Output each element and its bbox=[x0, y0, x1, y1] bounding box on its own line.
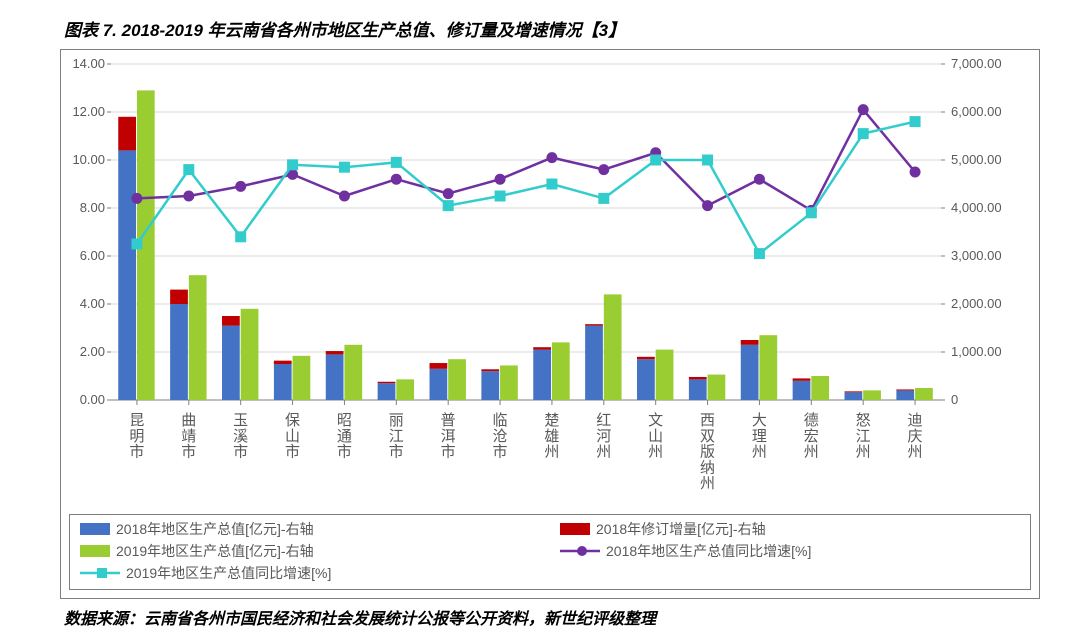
svg-text:12.00: 12.00 bbox=[72, 104, 105, 119]
legend-swatch bbox=[80, 523, 110, 535]
legend-item: 2019年地区生产总值同比增速[%] bbox=[80, 563, 540, 583]
figure-caption: 数据来源：云南省各州市国民经济和社会发展统计公报等公开资料，新世纪评级整理 bbox=[60, 599, 1040, 629]
figure-container: 图表 7. 2018-2019 年云南省各州市地区生产总值、修订量及增速情况【3… bbox=[0, 0, 1080, 641]
svg-text:德宏州: 德宏州 bbox=[804, 411, 819, 461]
figure-title: 图表 7. 2018-2019 年云南省各州市地区生产总值、修订量及增速情况【3… bbox=[60, 12, 1040, 49]
legend-item: 2018年修订增量[亿元]-右轴 bbox=[560, 519, 1020, 539]
svg-text:红河州: 红河州 bbox=[596, 412, 611, 461]
svg-text:普洱市: 普洱市 bbox=[441, 412, 456, 461]
svg-text:6,000.00: 6,000.00 bbox=[951, 104, 1002, 119]
svg-text:楚雄州: 楚雄州 bbox=[544, 412, 559, 461]
svg-text:怒江州: 怒江州 bbox=[856, 412, 871, 461]
legend-label: 2018年地区生产总值同比增速[%] bbox=[606, 541, 811, 561]
svg-text:保山市: 保山市 bbox=[285, 412, 300, 461]
legend-swatch bbox=[560, 523, 590, 535]
svg-text:大理州: 大理州 bbox=[752, 412, 767, 461]
svg-text:5,000.00: 5,000.00 bbox=[951, 152, 1002, 167]
svg-text:曲靖市: 曲靖市 bbox=[181, 412, 196, 461]
svg-text:0.00: 0.00 bbox=[80, 392, 105, 407]
svg-text:2,000.00: 2,000.00 bbox=[951, 296, 1002, 311]
svg-text:丽江市: 丽江市 bbox=[389, 412, 404, 461]
svg-text:6.00: 6.00 bbox=[80, 248, 105, 263]
legend: 2018年地区生产总值[亿元]-右轴 2018年修订增量[亿元]-右轴 2019年地… bbox=[69, 514, 1031, 590]
legend-item: 2018年地区生产总值同比增速[%] bbox=[560, 541, 1020, 561]
svg-text:迪庆州: 迪庆州 bbox=[908, 412, 923, 461]
svg-text:玉溪市: 玉溪市 bbox=[233, 412, 248, 461]
legend-swatch bbox=[560, 544, 600, 558]
svg-text:8.00: 8.00 bbox=[80, 200, 105, 215]
svg-text:西双版纳州: 西双版纳州 bbox=[700, 412, 715, 492]
combo-chart: 0.00 2.00 4.00 6.00 8.00 10.00 12.00 14.00 0 1,00… bbox=[61, 50, 1021, 510]
svg-text:0: 0 bbox=[951, 392, 958, 407]
legend-label: 2019年地区生产总值同比增速[%] bbox=[126, 563, 331, 583]
legend-label: 2018年地区生产总值[亿元]-右轴 bbox=[116, 519, 314, 539]
legend-item: 2019年地区生产总值[亿元]-右轴 bbox=[80, 541, 540, 561]
legend-item: 2018年地区生产总值[亿元]-右轴 bbox=[80, 519, 540, 539]
svg-text:1,000.00: 1,000.00 bbox=[951, 344, 1002, 359]
chart-box: 0.00 2.00 4.00 6.00 8.00 10.00 12.00 14.00 0 1,00… bbox=[60, 49, 1040, 599]
svg-text:3,000.00: 3,000.00 bbox=[951, 248, 1002, 263]
svg-text:4,000.00: 4,000.00 bbox=[951, 200, 1002, 215]
svg-text:临沧市: 临沧市 bbox=[493, 412, 508, 461]
svg-text:2.00: 2.00 bbox=[80, 344, 105, 359]
svg-text:昭通市: 昭通市 bbox=[337, 412, 352, 461]
legend-swatch bbox=[80, 566, 120, 580]
legend-label: 2019年地区生产总值[亿元]-右轴 bbox=[116, 541, 314, 561]
svg-text:昆明市: 昆明市 bbox=[129, 412, 144, 461]
svg-text:10.00: 10.00 bbox=[72, 152, 105, 167]
svg-text:14.00: 14.00 bbox=[72, 56, 105, 71]
svg-text:4.00: 4.00 bbox=[80, 296, 105, 311]
svg-text:7,000.00: 7,000.00 bbox=[951, 56, 1002, 71]
svg-text:文山州: 文山州 bbox=[648, 412, 663, 461]
legend-label: 2018年修订增量[亿元]-右轴 bbox=[596, 519, 766, 539]
legend-swatch bbox=[80, 545, 110, 557]
